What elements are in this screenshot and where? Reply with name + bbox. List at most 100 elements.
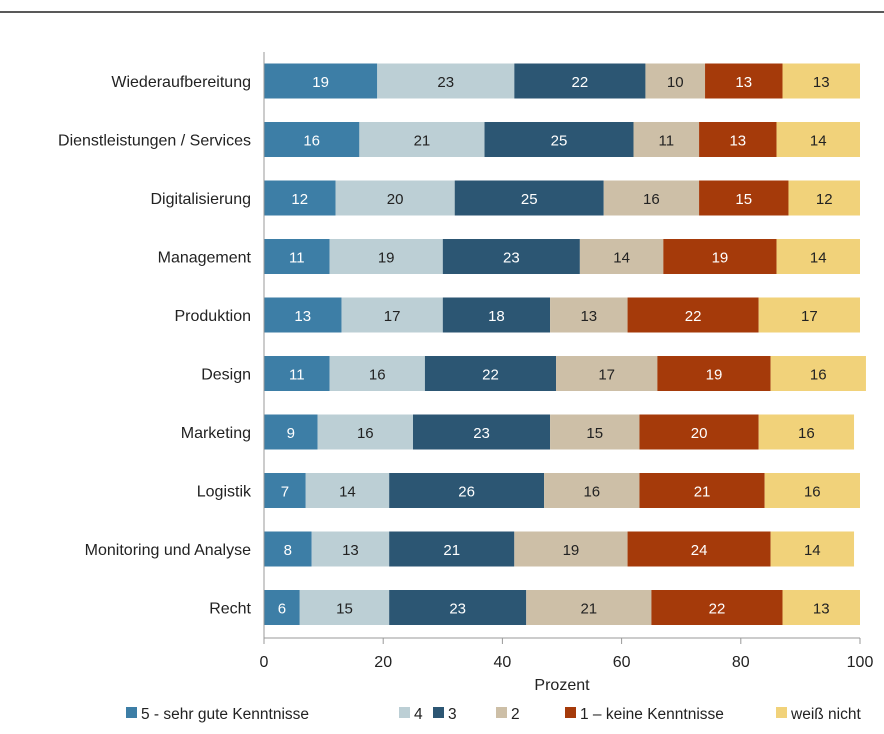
data-label-management-series-3: 14	[613, 250, 630, 267]
data-label-marketing-series-3: 15	[586, 425, 603, 442]
bar-segment-produktion-series-2	[442, 297, 551, 333]
legend-swatch-series-2	[433, 707, 444, 718]
bar-segment-recht-series-2	[389, 590, 527, 625]
data-label-management-series-4: 19	[712, 250, 729, 267]
legend-label-series-1: 4	[414, 706, 423, 723]
bar-segment-digitalisierung-series-4	[699, 180, 789, 216]
bar-segment-monitoring-und-analyse-series-3	[514, 531, 628, 567]
data-label-design-series-0: 11	[289, 367, 305, 384]
data-label-wiederaufbereitung-series-2: 22	[572, 74, 589, 91]
data-label-monitoring-und-analyse-series-4: 24	[691, 542, 708, 559]
bar-segment-digitalisierung-series-1	[335, 180, 455, 216]
data-label-digitalisierung-series-0: 12	[291, 191, 308, 208]
data-label-dienstleistungen-services-series-2: 25	[551, 133, 568, 150]
bar-segment-wiederaufbereitung-series-0	[264, 63, 378, 99]
legend: 5 - sehr gute Kenntnisse 4 3 2 1 – keine Ken…	[126, 706, 861, 723]
bar-segment-logistik-series-5	[764, 473, 860, 508]
bar-segment-recht-series-5	[782, 590, 860, 625]
bar-segment-dienstleistungen-services-series-3	[633, 122, 700, 157]
data-label-produktion-series-5: 17	[801, 308, 818, 325]
x-axis-label: Prozent	[534, 677, 590, 694]
bar-segment-wiederaufbereitung-series-3	[645, 63, 706, 99]
data-label-dienstleistungen-services-series-4: 13	[729, 133, 746, 150]
bar-segment-design-series-3	[556, 356, 658, 391]
category-label-recht: Recht	[209, 601, 251, 618]
bar-segment-produktion-series-1	[341, 297, 443, 333]
data-label-design-series-4: 19	[706, 367, 723, 384]
bar-segment-monitoring-und-analyse-series-4	[627, 531, 771, 567]
bar-segment-marketing-series-0	[264, 414, 318, 450]
category-label-management: Management	[158, 250, 252, 267]
data-label-logistik-series-5: 16	[804, 484, 821, 501]
data-label-monitoring-und-analyse-series-1: 13	[342, 542, 359, 559]
bar-segment-produktion-series-3	[550, 297, 628, 333]
data-label-management-series-5: 14	[810, 250, 827, 267]
data-label-wiederaufbereitung-series-0: 19	[312, 74, 329, 91]
data-label-digitalisierung-series-3: 16	[643, 191, 660, 208]
bar-segment-logistik-series-1	[305, 473, 390, 508]
data-label-marketing-series-0: 9	[287, 425, 295, 442]
bar-segment-marketing-series-2	[413, 414, 551, 450]
data-label-produktion-series-0: 13	[294, 308, 311, 325]
legend-label-series-5: weiß nicht	[790, 706, 861, 723]
legend-swatch-series-5	[776, 707, 787, 718]
bar-segment-management-series-4	[663, 239, 777, 274]
x-tick-label-100: 100	[847, 654, 874, 671]
bar-segment-wiederaufbereitung-series-1	[377, 63, 515, 99]
category-label-marketing: Marketing	[181, 425, 251, 442]
bar-segment-design-series-0	[264, 356, 330, 391]
data-label-produktion-series-4: 22	[685, 308, 702, 325]
data-label-digitalisierung-series-1: 20	[387, 191, 404, 208]
data-label-dienstleistungen-services-series-3: 11	[659, 133, 675, 150]
bar-segment-dienstleistungen-services-series-2	[484, 122, 634, 157]
bar-segment-wiederaufbereitung-series-5	[782, 63, 860, 99]
bar-segment-management-series-5	[776, 239, 860, 274]
bar-segment-marketing-series-1	[317, 414, 413, 450]
category-label-dienstleistungen-services: Dienstleistungen / Services	[58, 133, 251, 150]
bar-segment-recht-series-4	[651, 590, 783, 625]
bar-segment-produktion-series-4	[627, 297, 759, 333]
bar-segment-monitoring-und-analyse-series-5	[770, 531, 855, 567]
bar-segment-management-series-3	[579, 239, 664, 274]
bar-segment-monitoring-und-analyse-series-1	[311, 531, 390, 567]
data-label-logistik-series-0: 7	[281, 484, 289, 501]
category-label-wiederaufbereitung: Wiederaufbereitung	[111, 74, 251, 91]
data-label-marketing-series-5: 16	[798, 425, 815, 442]
data-label-digitalisierung-series-2: 25	[521, 191, 538, 208]
data-label-recht-series-3: 21	[580, 601, 597, 618]
data-label-management-series-1: 19	[378, 250, 395, 267]
bar-segment-logistik-series-4	[639, 473, 765, 508]
data-label-marketing-series-2: 23	[473, 425, 490, 442]
bar-segment-digitalisierung-series-5	[788, 180, 860, 216]
bar-segment-design-series-4	[657, 356, 771, 391]
x-axis: 0 20 40 60 80 100	[260, 52, 874, 671]
bar-segment-logistik-series-3	[544, 473, 640, 508]
data-label-dienstleistungen-services-series-1: 21	[414, 133, 431, 150]
x-tick-label-20: 20	[374, 654, 392, 671]
data-label-design-series-5: 16	[810, 367, 827, 384]
legend-label-series-0: 5 - sehr gute Kenntnisse	[141, 706, 309, 723]
bar-segment-management-series-0	[264, 239, 330, 274]
bar-segment-logistik-series-0	[264, 473, 306, 508]
bar-segment-dienstleistungen-services-series-4	[699, 122, 777, 157]
legend-swatch-series-3	[496, 707, 507, 718]
bar-segment-monitoring-und-analyse-series-0	[264, 531, 312, 567]
data-label-marketing-series-1: 16	[357, 425, 374, 442]
category-label-design: Design	[201, 367, 251, 384]
legend-label-series-3: 2	[511, 706, 520, 723]
bar-segment-monitoring-und-analyse-series-2	[389, 531, 515, 567]
data-label-produktion-series-3: 13	[580, 308, 597, 325]
data-label-recht-series-1: 15	[336, 601, 353, 618]
bar-segment-digitalisierung-series-0	[264, 180, 336, 216]
data-label-produktion-series-1: 17	[384, 308, 401, 325]
data-label-logistik-series-3: 16	[583, 484, 600, 501]
data-label-wiederaufbereitung-series-1: 23	[437, 74, 454, 91]
bar-segment-management-series-1	[329, 239, 443, 274]
data-label-design-series-2: 22	[482, 367, 499, 384]
data-label-digitalisierung-series-4: 15	[735, 191, 752, 208]
data-label-recht-series-2: 23	[449, 601, 466, 618]
data-label-wiederaufbereitung-series-3: 10	[667, 74, 684, 91]
bar-segment-marketing-series-4	[639, 414, 759, 450]
